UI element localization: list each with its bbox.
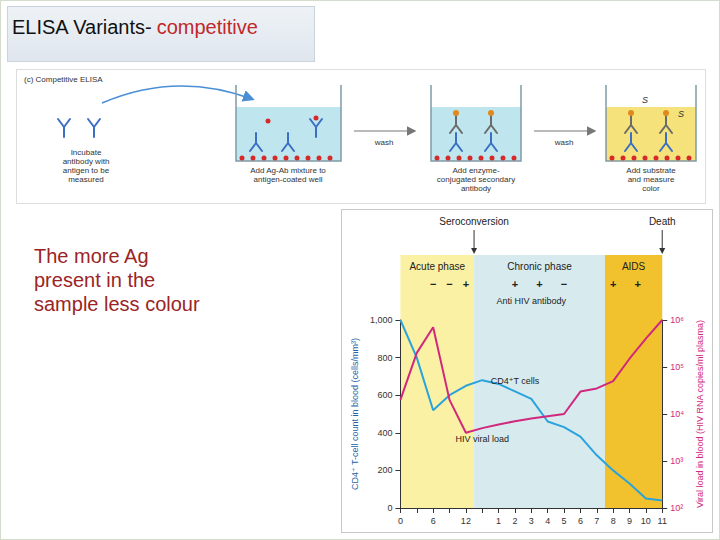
svg-text:Add Ag-Ab mixture to: Add Ag-Ab mixture to xyxy=(250,166,326,175)
svg-text:conjugated secondary: conjugated secondary xyxy=(437,175,515,184)
svg-text:10⁵: 10⁵ xyxy=(670,362,684,372)
svg-text:4: 4 xyxy=(545,516,550,526)
svg-text:CD4⁺ T-cell count in blood (ce: CD4⁺ T-cell count in blood (cells/mm³) xyxy=(350,338,360,490)
svg-text:5: 5 xyxy=(562,516,567,526)
svg-text:10⁶: 10⁶ xyxy=(670,315,684,325)
svg-text:Seroconversion: Seroconversion xyxy=(439,216,508,227)
svg-text:wash: wash xyxy=(374,138,394,147)
svg-text:Add substrate: Add substrate xyxy=(626,166,676,175)
svg-text:Add enzyme-: Add enzyme- xyxy=(452,166,499,175)
svg-text:antigen-coated well: antigen-coated well xyxy=(254,175,323,184)
svg-text:+: + xyxy=(610,278,616,290)
html-text:The more Ag: The more Ag xyxy=(34,245,149,267)
svg-text:−: − xyxy=(446,278,452,290)
svg-text:−: − xyxy=(561,278,567,290)
svg-text:antibody: antibody xyxy=(461,184,491,193)
svg-text:Incubate: Incubate xyxy=(71,148,102,157)
svg-text:8: 8 xyxy=(611,516,616,526)
svg-text:0: 0 xyxy=(387,503,392,513)
svg-text:1: 1 xyxy=(496,516,501,526)
svg-text:200: 200 xyxy=(377,465,392,475)
svg-text:and measure: and measure xyxy=(628,175,675,184)
svg-text:wash: wash xyxy=(554,138,574,147)
svg-text:antigen to be: antigen to be xyxy=(63,166,110,175)
svg-text:S: S xyxy=(678,109,684,119)
svg-text:Anti HIV antibody: Anti HIV antibody xyxy=(497,296,567,306)
svg-text:+: + xyxy=(634,278,640,290)
svg-text:2: 2 xyxy=(512,516,517,526)
svg-text:10³: 10³ xyxy=(670,456,683,466)
svg-text:11: 11 xyxy=(658,516,667,526)
svg-text:(c) Competitive ELISA: (c) Competitive ELISA xyxy=(24,75,103,84)
svg-text:AIDS: AIDS xyxy=(622,261,646,272)
svg-text:600: 600 xyxy=(377,390,392,400)
svg-text:Death: Death xyxy=(649,216,676,227)
html-text:present in the: present in the xyxy=(34,269,156,291)
svg-text:−: − xyxy=(430,278,436,290)
svg-text:Viral load in blood (HIV RNA c: Viral load in blood (HIV RNA copies/ml p… xyxy=(695,320,705,508)
svg-text:10²: 10² xyxy=(670,503,683,513)
html-text:sample less colour: sample less colour xyxy=(34,293,200,315)
svg-text:6: 6 xyxy=(431,516,436,526)
svg-text:3: 3 xyxy=(529,516,534,526)
svg-text:12: 12 xyxy=(461,516,471,526)
svg-text:800: 800 xyxy=(377,353,392,363)
svg-text:9: 9 xyxy=(627,516,632,526)
svg-text:antibody with: antibody with xyxy=(63,157,110,166)
html-text:ELISA Variants- competitive: ELISA Variants- competitive xyxy=(12,16,258,38)
svg-text:measured: measured xyxy=(68,175,104,184)
svg-text:+: + xyxy=(463,278,469,290)
svg-text:Acute phase: Acute phase xyxy=(409,261,465,272)
svg-text:+: + xyxy=(512,278,518,290)
svg-text:+: + xyxy=(536,278,542,290)
svg-text:1,000: 1,000 xyxy=(370,315,393,325)
svg-text:10⁴: 10⁴ xyxy=(670,409,684,419)
svg-text:0: 0 xyxy=(398,516,403,526)
svg-text:S: S xyxy=(642,95,648,105)
svg-text:CD4⁺T cells: CD4⁺T cells xyxy=(491,376,540,386)
svg-text:10: 10 xyxy=(641,516,651,526)
svg-text:color: color xyxy=(642,184,660,193)
svg-text:7: 7 xyxy=(594,516,599,526)
svg-text:400: 400 xyxy=(377,428,392,438)
svg-text:Chronic phase: Chronic phase xyxy=(507,261,572,272)
svg-text:6: 6 xyxy=(578,516,583,526)
svg-text:HIV viral load: HIV viral load xyxy=(455,434,509,444)
